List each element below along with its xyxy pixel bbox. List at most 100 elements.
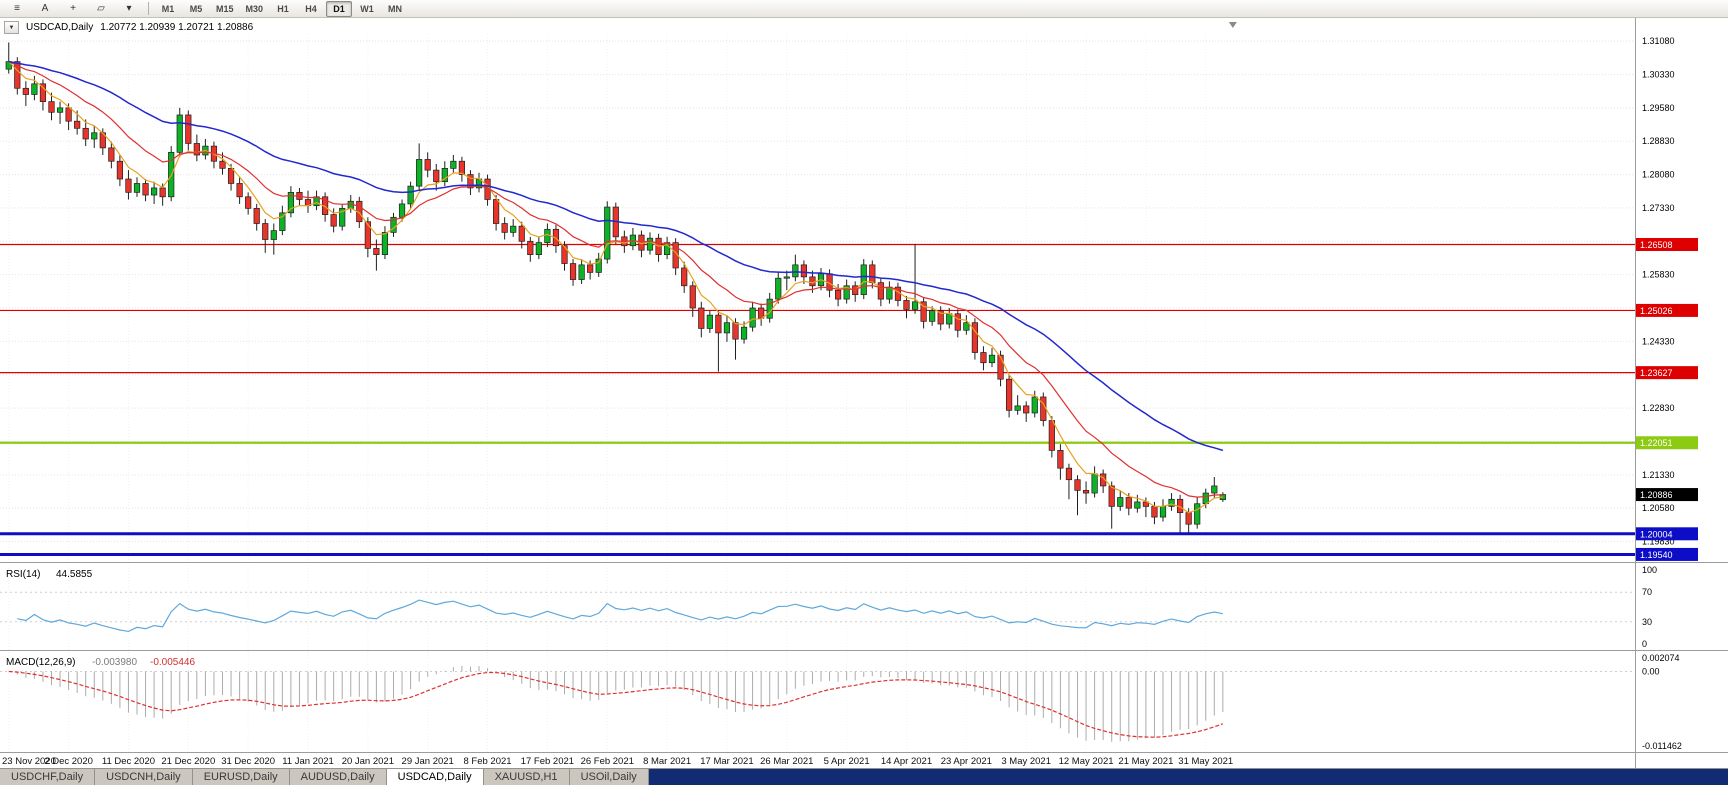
hline-price-badge[interactable]: [1636, 527, 1698, 541]
hline-price-badge[interactable]: [1636, 547, 1698, 561]
hline-badge-label: 1.20004: [1640, 529, 1673, 539]
macd-level-label: -0.011462: [1642, 741, 1682, 751]
chart-tab-bar: USDCHF,Daily USDCNH,Daily EURUSD,Daily AUDU…: [0, 768, 1728, 785]
date-tick-label: 14 Apr 2021: [881, 756, 932, 767]
date-tick-label: 8 Mar 2021: [643, 756, 691, 767]
hline-price-badge[interactable]: [1636, 436, 1698, 450]
price-tick-label: 1.24330: [1642, 336, 1675, 346]
timeframe-mn[interactable]: MN: [388, 3, 403, 14]
tab-usoil-daily[interactable]: USOil,Daily: [569, 769, 649, 785]
cursor-a-icon[interactable]: A: [41, 3, 49, 14]
tab-eurusd-daily[interactable]: EURUSD,Daily: [192, 769, 290, 785]
price-tick-label: 1.31080: [1642, 36, 1675, 46]
date-tick-label: 21 May 2021: [1118, 756, 1173, 767]
draw-tools-icon[interactable]: ▱: [97, 3, 105, 14]
hline-price-badge[interactable]: [1636, 366, 1698, 380]
rsi-panel: 100 70 30 0 RSI(14) 44.5855: [0, 562, 1728, 649]
timeframe-h1[interactable]: H1: [277, 3, 289, 14]
timeframe-m1[interactable]: M1: [161, 3, 175, 14]
price-tick-label: 1.20580: [1642, 503, 1675, 513]
chart-shift-marker-icon[interactable]: [1228, 22, 1237, 28]
tab-bar-empty-area: [648, 769, 1728, 785]
hline-badge-label: 1.25026: [1640, 306, 1673, 316]
tab-xauusd-h1[interactable]: XAUUSD,H1: [483, 769, 570, 785]
macd-level-label: 0.002074: [1642, 653, 1680, 663]
hline-price-badge[interactable]: [1636, 237, 1698, 251]
date-tick-label: 8 Feb 2021: [464, 756, 512, 767]
date-tick-label: 12 May 2021: [1059, 756, 1114, 767]
rsi-line: [17, 599, 1223, 633]
chart-symbol-label: USDCAD,Daily: [26, 22, 94, 33]
price-tick-label: 1.22830: [1642, 403, 1675, 413]
date-tick-label: 31 May 2021: [1178, 756, 1233, 767]
chart-canvas[interactable]: ▼ USDCAD,Daily 1.20772 1.20939 1.20721 1…: [0, 18, 1728, 768]
date-tick-label: 11 Jan 2021: [282, 756, 334, 767]
moving-averages-layer: [8, 60, 1224, 514]
price-tick-label: 1.25830: [1642, 270, 1675, 280]
price-tick-label: 1.19830: [1642, 537, 1675, 547]
date-tick-label: 21 Dec 2020: [161, 756, 215, 767]
tab-usdcnh-daily[interactable]: USDCNH,Daily: [95, 769, 193, 785]
price-tick-label: 1.29580: [1642, 103, 1675, 113]
hline-badge-label: 1.26508: [1640, 240, 1673, 250]
macd-level-label: 0.00: [1642, 666, 1660, 676]
tab-audusd-daily[interactable]: AUDUSD,Daily: [289, 769, 387, 785]
date-tick-label: 3 May 2021: [1001, 756, 1051, 767]
candles-layer: [5, 42, 1226, 535]
price-badges-layer: 1.26508 1.25026 1.23627 1.22051 1.20004 1.195…: [1636, 237, 1698, 561]
price-tick-label: 1.28080: [1642, 170, 1675, 180]
timeframe-m5[interactable]: M5: [189, 3, 203, 14]
ma-slow-blue: [8, 60, 1224, 452]
price-tick-label: 1.28830: [1642, 136, 1675, 146]
macd-signal-line: [8, 670, 1224, 738]
chart-svg: 1.31080 1.30330 1.29580 1.28830 1.28080 1.273…: [0, 18, 1728, 768]
rsi-level-label: 100: [1642, 565, 1657, 575]
macd-signal-value: -0.005446: [150, 657, 195, 668]
rsi-indicator-label: RSI(14): [6, 569, 40, 580]
timeframe-h4[interactable]: H4: [305, 3, 317, 14]
timeframe-m30[interactable]: M30: [245, 3, 264, 14]
symbol-dropdown-icon[interactable]: ▼: [4, 21, 19, 34]
macd-indicator-label: MACD(12,26,9): [6, 657, 75, 668]
date-tick-label: 23 Apr 2021: [941, 756, 992, 767]
date-tick-label: 29 Jan 2021: [402, 756, 454, 767]
date-tick-label: 17 Mar 2021: [700, 756, 753, 767]
menu-icon[interactable]: ≡: [14, 3, 20, 14]
chart-title: ▼ USDCAD,Daily 1.20772 1.20939 1.20721 1…: [4, 21, 253, 34]
hline-badge-label: 1.19540: [1640, 550, 1673, 560]
rsi-level-label: 70: [1642, 587, 1652, 597]
tab-usdcad-daily[interactable]: USDCAD,Daily: [386, 769, 484, 785]
ma-mid-red: [8, 61, 1223, 498]
date-tick-label: 23 Nov 2020: [2, 756, 56, 767]
hline-badge-label: 1.22051: [1640, 438, 1673, 448]
tab-usdchf-daily[interactable]: USDCHF,Daily: [0, 769, 96, 785]
hline-price-badge[interactable]: [1636, 303, 1698, 317]
top-toolbar: ≡ A + ▱ ▾ M1 M5 M15 M30 H1 H4 D1 W1 MN: [0, 0, 1728, 18]
price-axis: 1.31080 1.30330 1.29580 1.28830 1.28080 1.273…: [1642, 36, 1675, 546]
rsi-level-label: 0: [1642, 639, 1647, 649]
date-tick-label: 31 Dec 2020: [221, 756, 275, 767]
price-tick-label: 1.30330: [1642, 69, 1675, 79]
price-tick-label: 1.21330: [1642, 470, 1675, 480]
current-price-badge-label: 1.20886: [1640, 490, 1673, 500]
crosshair-icon[interactable]: +: [70, 3, 76, 14]
macd-main-value: -0.003980: [92, 657, 137, 668]
date-tick-label: 20 Jan 2021: [342, 756, 394, 767]
date-tick-label: 11 Dec 2020: [102, 756, 155, 767]
current-price-badge: [1636, 488, 1698, 502]
macd-panel: 0.002074 0.00 -0.011462 MACD(12,26,9) -0.003…: [0, 650, 1728, 751]
timeframe-w1[interactable]: W1: [360, 3, 374, 14]
horizontal-lines-layer[interactable]: [0, 243, 1635, 556]
timeframe-m15[interactable]: M15: [216, 3, 234, 14]
price-tick-label: 1.27330: [1642, 203, 1675, 213]
dropdown-caret-icon[interactable]: ▾: [126, 3, 132, 14]
hline-badge-label: 1.23627: [1640, 368, 1673, 378]
grid-layer: [0, 34, 1635, 752]
toolbar-separator: [148, 2, 149, 15]
date-tick-label: 2 Dec 2020: [44, 756, 93, 767]
chart-ohlc-values: 1.20772 1.20939 1.20721 1.20886: [100, 22, 254, 33]
timeframe-d1[interactable]: D1: [326, 0, 353, 17]
date-tick-label: 26 Feb 2021: [581, 756, 634, 767]
